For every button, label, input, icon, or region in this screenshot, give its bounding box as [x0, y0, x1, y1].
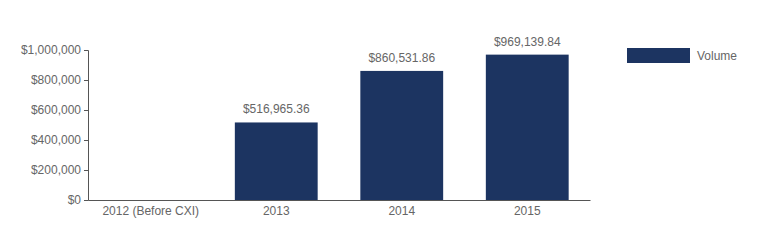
x-axis-line: [89, 200, 591, 201]
bars: [235, 55, 569, 200]
data-label: $969,139.84: [494, 35, 561, 49]
data-labels: $516,965.36 $860,531.86 $969,139.84: [243, 35, 561, 117]
y-tick: $800,000: [31, 73, 88, 87]
y-tick-label: $400,000: [31, 133, 81, 147]
y-tick-label: $800,000: [31, 73, 81, 87]
x-tick-label: 2012 (Before CXI): [102, 204, 199, 218]
x-tick: 2014: [388, 200, 415, 218]
chart-container: $0 $200,000 $400,000 $600,000 $800,000 $1,000…: [0, 0, 778, 252]
legend-item: Volume: [627, 48, 737, 63]
x-tick-label: 2015: [514, 204, 541, 218]
y-tick-mark: [84, 200, 88, 201]
y-tick-label: $600,000: [31, 103, 81, 117]
y-axis: $0 $200,000 $400,000 $600,000 $800,000 $1,000…: [21, 43, 89, 207]
x-tick: 2015: [514, 200, 541, 218]
data-label: $860,531.86: [368, 51, 435, 65]
y-tick-label: $0: [68, 193, 82, 207]
x-tick-label: 2014: [388, 204, 415, 218]
y-tick: $200,000: [31, 163, 88, 177]
y-tick: $1,000,000: [21, 43, 88, 57]
y-tick-mark: [84, 110, 88, 111]
bar: [235, 122, 318, 200]
bar: [486, 55, 569, 200]
y-tick-label: $200,000: [31, 163, 81, 177]
x-tick: 2012 (Before CXI): [102, 200, 199, 218]
y-tick: $0: [68, 193, 88, 207]
y-tick: $400,000: [31, 133, 88, 147]
legend-label: Volume: [697, 49, 737, 63]
y-tick-label: $1,000,000: [21, 43, 81, 57]
chart-svg: $0 $200,000 $400,000 $600,000 $800,000 $1,000…: [0, 0, 778, 252]
y-tick: $600,000: [31, 103, 88, 117]
y-tick-mark: [84, 80, 88, 81]
y-axis-line: [84, 51, 89, 201]
x-axis: 2012 (Before CXI) 2013 2014 2015: [89, 200, 591, 218]
y-tick-mark: [84, 170, 88, 171]
legend-swatch: [627, 48, 690, 63]
y-tick-mark: [84, 50, 88, 51]
y-tick-mark: [84, 140, 88, 141]
x-tick-label: 2013: [263, 204, 290, 218]
data-label: $516,965.36: [243, 102, 310, 116]
legend: Volume: [627, 48, 737, 63]
plot: $0 $200,000 $400,000 $600,000 $800,000 $1,000…: [21, 35, 591, 218]
bar: [360, 71, 443, 200]
x-tick: 2013: [263, 200, 290, 218]
